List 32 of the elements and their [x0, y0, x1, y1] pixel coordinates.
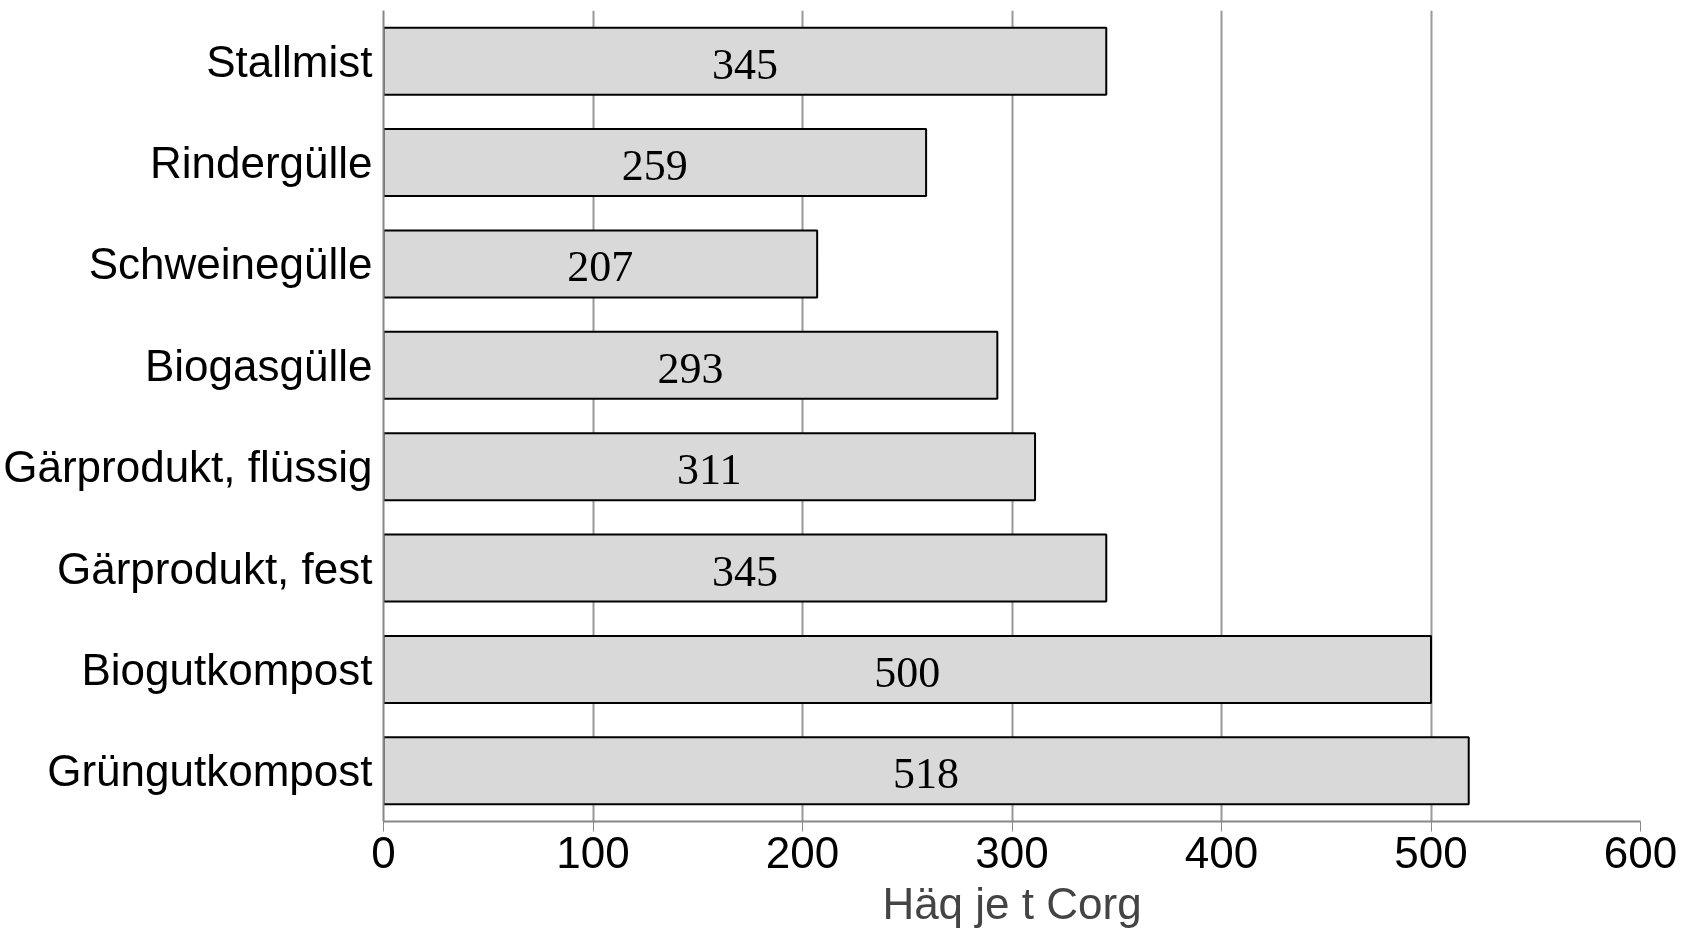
bar — [383, 229, 819, 299]
bar — [383, 128, 928, 198]
y-tick-label: Rindergülle — [149, 138, 373, 188]
x-tick-label: 500 — [1394, 827, 1468, 877]
y-tick-label: Gärprodukt, fest — [57, 543, 373, 593]
y-tick-label: Schweinegülle — [88, 239, 373, 289]
y-tick-label: Biogasgülle — [145, 340, 373, 390]
bar — [383, 533, 1108, 603]
data-label: 500 — [874, 647, 941, 697]
data-label: 518 — [893, 749, 960, 799]
data-label: 293 — [657, 343, 724, 393]
x-tick-label: 400 — [1184, 827, 1259, 877]
data-label: 259 — [621, 141, 688, 191]
x-tick-label: 600 — [1603, 827, 1678, 877]
y-tick-label: Stallmist — [206, 36, 373, 86]
data-label: 345 — [711, 39, 778, 89]
bar — [383, 330, 999, 400]
data-label: 345 — [711, 546, 778, 596]
x-tick-label: 0 — [371, 827, 396, 877]
data-label: 311 — [677, 445, 742, 495]
bar — [383, 26, 1108, 96]
data-label: 207 — [567, 242, 634, 292]
x-tick-label: 300 — [975, 827, 1049, 877]
y-tick-label: Gärprodukt, flüssig — [3, 442, 373, 492]
bar — [383, 432, 1037, 502]
x-axis-title: Häq je t Corg — [882, 878, 1142, 928]
x-tick-label: 100 — [556, 827, 630, 877]
bar — [383, 736, 1470, 806]
y-tick-label: Biogutkompost — [81, 644, 373, 694]
x-tick-label: 200 — [765, 827, 840, 877]
bar — [383, 634, 1432, 704]
y-tick-label: Grüngutkompost — [47, 746, 373, 796]
